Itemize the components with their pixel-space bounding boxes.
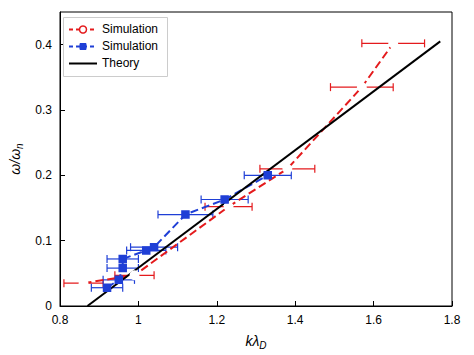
svg-text:Simulation: Simulation [102, 39, 158, 53]
svg-text:1.4: 1.4 [287, 313, 304, 327]
svg-text:Theory: Theory [102, 56, 139, 70]
svg-text:Simulation: Simulation [102, 22, 158, 36]
svg-text:0.4: 0.4 [35, 38, 52, 52]
svg-text:1: 1 [135, 313, 142, 327]
svg-text:0.1: 0.1 [35, 234, 52, 248]
svg-text:0.3: 0.3 [35, 103, 52, 117]
svg-text:0.2: 0.2 [35, 168, 52, 182]
svg-text:n: n [14, 143, 25, 149]
svg-text:D: D [259, 340, 266, 351]
svg-text:1.6: 1.6 [365, 313, 382, 327]
svg-text:0.8: 0.8 [52, 313, 69, 327]
svg-text:kλ: kλ [245, 333, 259, 349]
svg-text:1.8: 1.8 [444, 313, 461, 327]
svg-text:1.2: 1.2 [208, 313, 225, 327]
svg-text:0: 0 [45, 299, 52, 313]
svg-text:ω/ω: ω/ω [7, 149, 23, 175]
